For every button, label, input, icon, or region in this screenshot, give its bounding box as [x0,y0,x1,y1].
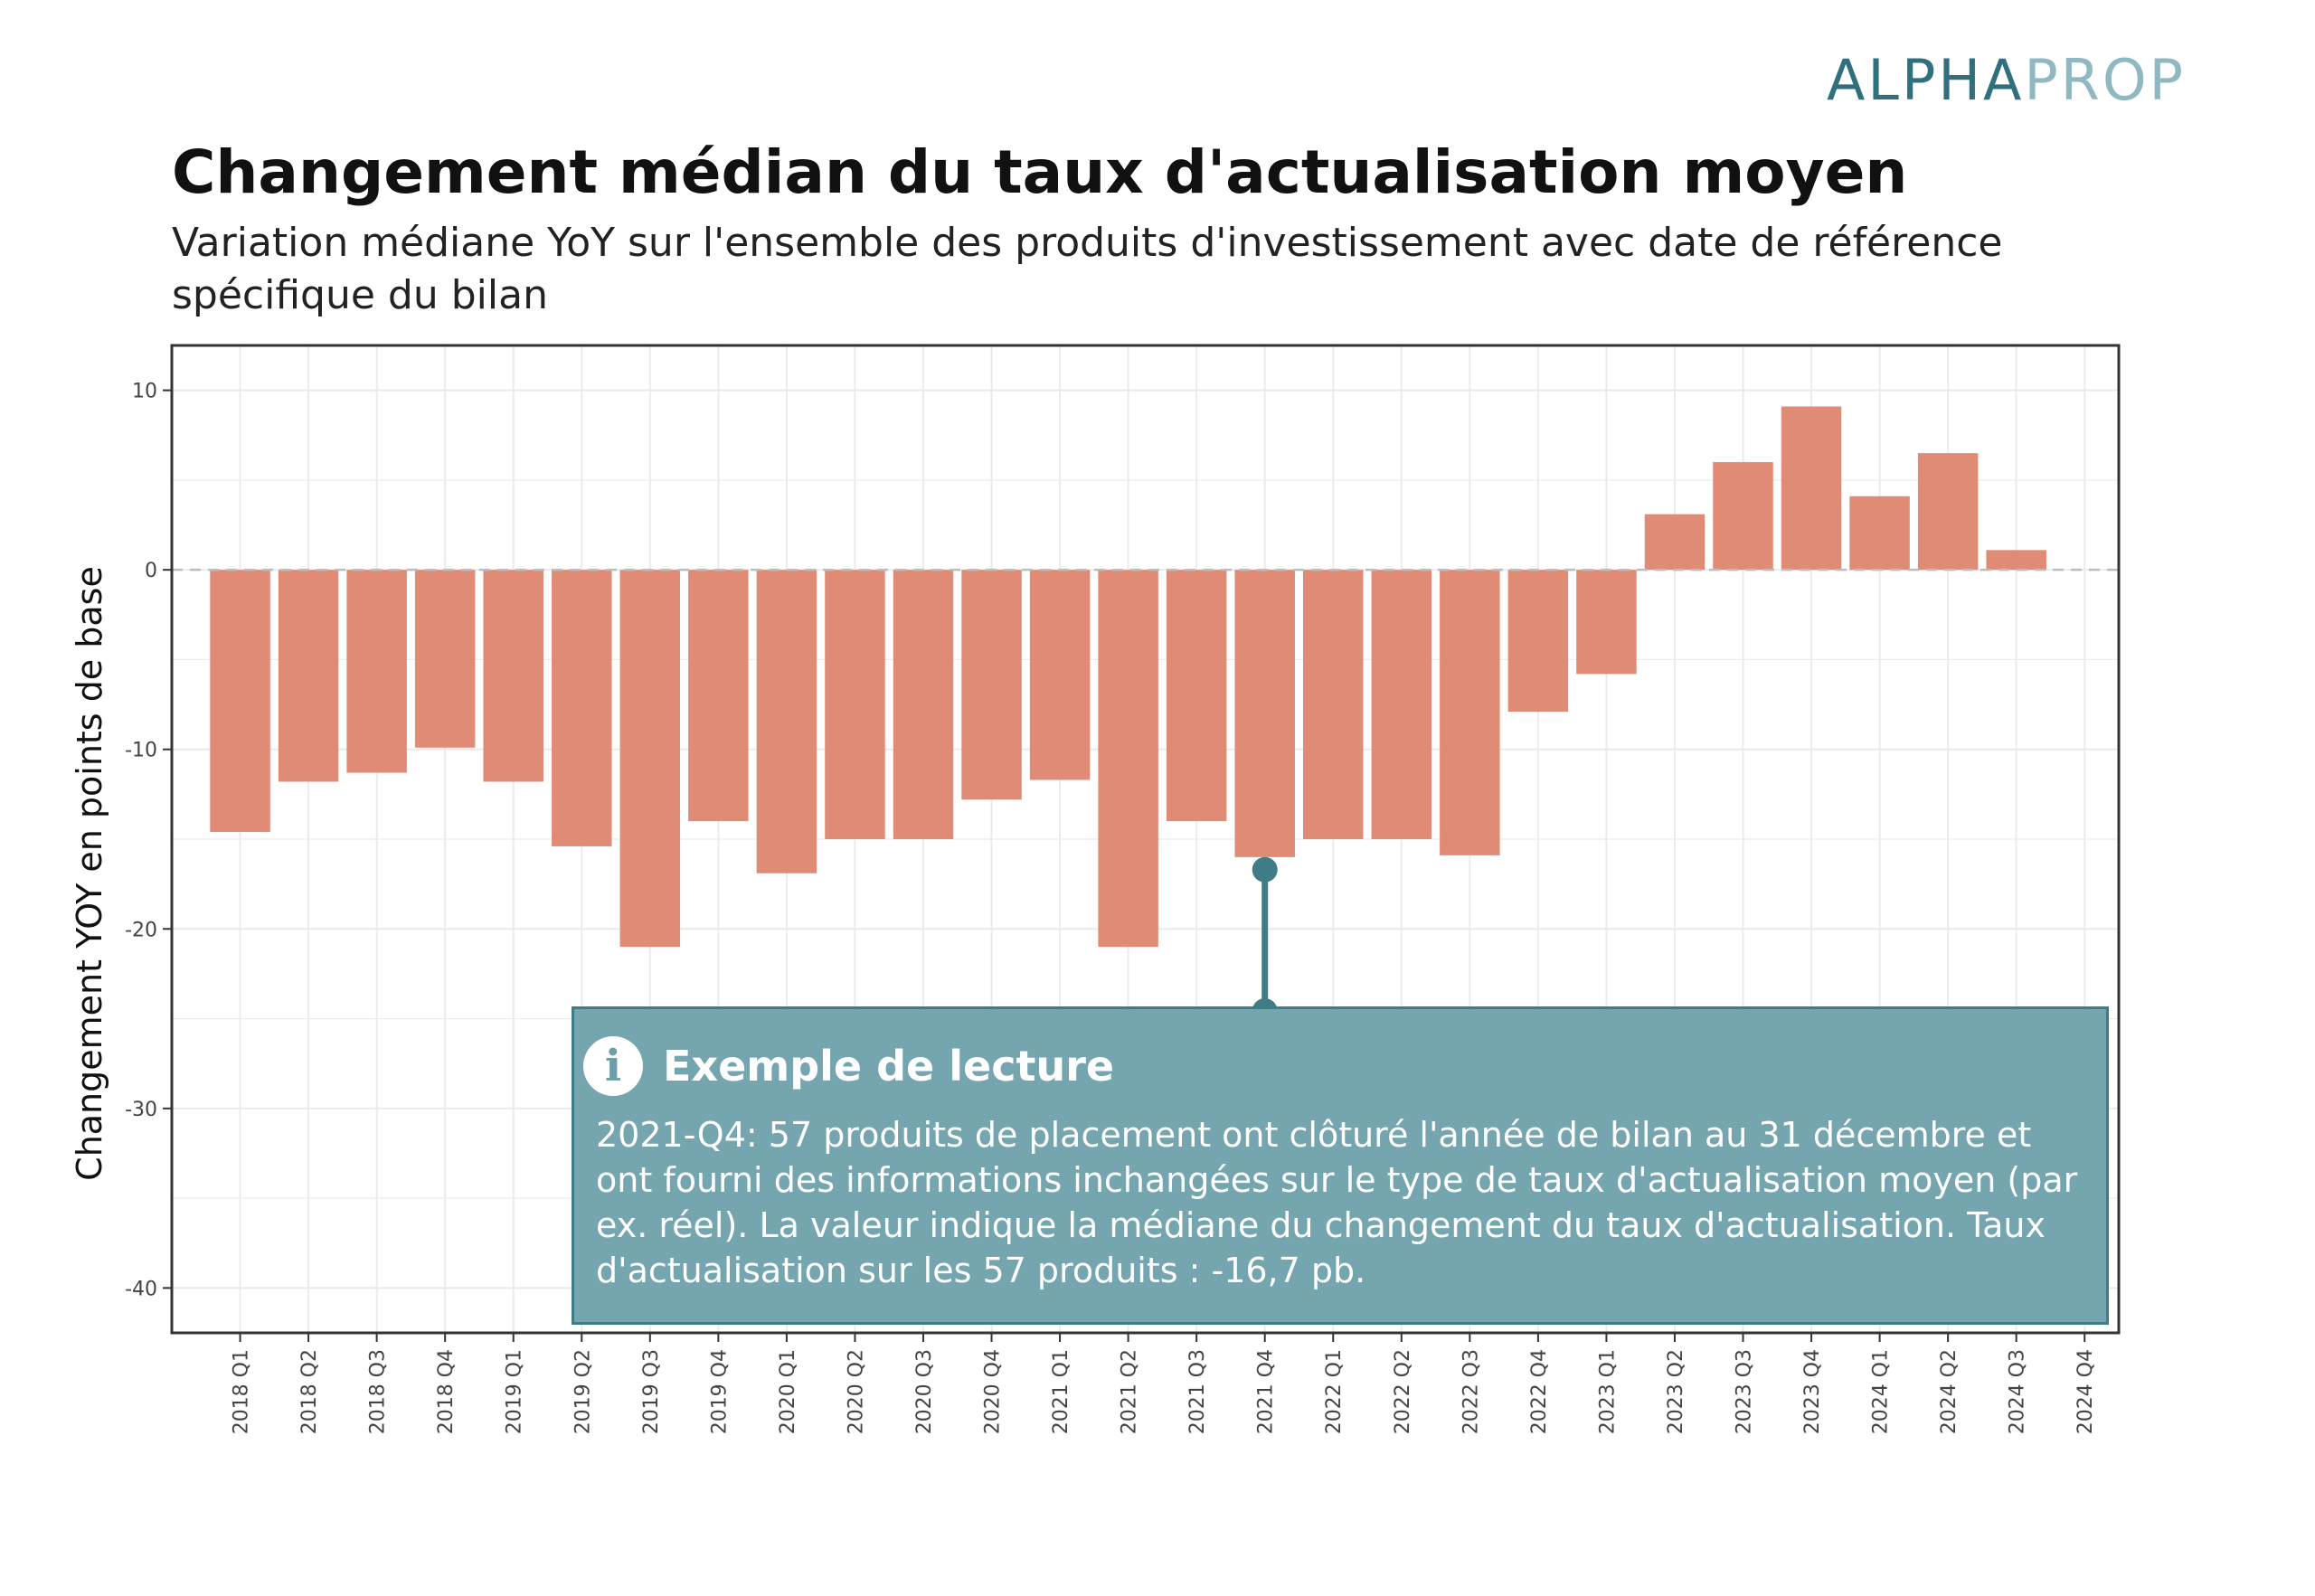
marker-dot-value [1252,856,1278,883]
x-axis: 2018 Q1 2018 Q2 2018 Q3 2018 Q4 2019 Q1 2019 … [231,1333,2097,1434]
x-tick-label: 2023 Q1 [1596,1349,1619,1434]
bar-2018-q1 [210,570,270,833]
bar-2019-q4 [688,570,749,822]
bar-2018-q2 [278,570,339,782]
y-tick-label: 10 [132,381,157,403]
y-tick-label: -10 [125,740,157,762]
bar-2023-q1 [1576,570,1637,675]
x-tick-label: 2022 Q1 [1323,1349,1346,1434]
bar-2023-q2 [1644,514,1706,571]
x-tick-label: 2022 Q2 [1392,1349,1414,1434]
bar-2024-q2 [1917,453,1979,571]
bar-2019-q1 [483,570,543,782]
x-tick-label: 2021 Q1 [1050,1349,1072,1434]
x-tick-label: 2021 Q4 [1255,1349,1278,1434]
chart-title: Changement médian du taux d'actualisatio… [172,137,1908,207]
bar-2020-q3 [893,570,954,839]
bar-2023-q4 [1781,406,1842,571]
x-tick-label: 2018 Q2 [298,1349,321,1434]
x-tick-label: 2021 Q3 [1186,1349,1209,1434]
bar-2021-q1 [1029,570,1091,780]
y-axis: 10 0 -10 -20 -30 -40 [125,381,172,1300]
callout-title: Exemple de lecture [663,1042,1115,1091]
x-tick-label: 2024 Q1 [1870,1349,1893,1434]
x-tick-label: 2024 Q2 [1938,1349,1961,1434]
bar-2021-q2 [1098,570,1158,948]
bar-2022-q2 [1371,570,1432,839]
x-tick-label: 2022 Q3 [1460,1349,1482,1434]
x-tick-label: 2019 Q4 [708,1349,731,1434]
plot-panel [170,344,2121,1335]
y-tick-label: 0 [145,560,157,582]
chart-subtitle: Variation médiane YoY sur l'ensemble des… [172,220,2003,318]
bar-2024-q1 [1849,496,1910,571]
x-tick-label: 2023 Q4 [1801,1349,1824,1434]
x-tick-label: 2018 Q1 [231,1349,253,1434]
x-tick-label: 2024 Q3 [2007,1349,2029,1434]
reading-example-callout: i Exemple de lecture 2021-Q4: 57 produit… [572,1006,2109,1325]
bar-2024-q3 [1986,550,2046,571]
x-tick-label: 2018 Q4 [435,1349,458,1434]
x-tick-label: 2020 Q3 [913,1349,936,1434]
bar-2019-q2 [552,570,612,846]
x-tick-label: 2020 Q4 [982,1349,1005,1434]
bar-2021-q4 [1234,570,1295,857]
bar-2020-q4 [961,570,1022,800]
bar-2021-q3 [1166,570,1227,822]
x-tick-label: 2019 Q1 [504,1349,526,1434]
bar-2023-q3 [1713,462,1773,571]
logo-part-1: ALPHA [1827,47,2025,113]
info-icon: i [583,1036,643,1096]
bar-2020-q2 [825,570,885,839]
logo-part-2: PROP [2024,47,2187,113]
callout-text: 2021-Q4: 57 produits de placement ont cl… [596,1115,2078,1290]
x-tick-label: 2020 Q1 [777,1349,799,1434]
x-tick-label: 2020 Q2 [845,1349,867,1434]
x-tick-label: 2021 Q2 [1119,1349,1141,1434]
bar-2022-q1 [1303,570,1364,839]
y-tick-label: -20 [125,919,157,941]
x-tick-label: 2024 Q4 [2074,1349,2097,1434]
bar-2022-q4 [1507,570,1569,713]
y-axis-label: Changement YOY en points de base [70,566,109,1181]
bar-2019-q3 [619,570,681,948]
x-tick-label: 2022 Q4 [1528,1349,1551,1434]
alphaprop-logo: ALPHAPROP [1827,47,2186,113]
bar-2022-q3 [1440,570,1500,855]
callout-header: i Exemple de lecture [583,1036,1114,1096]
bar-2018-q4 [414,570,476,748]
bars [210,406,2046,948]
bar-2018-q3 [346,570,407,773]
x-tick-label: 2019 Q3 [640,1349,663,1434]
x-tick-label: 2019 Q2 [572,1349,594,1434]
y-tick-label: -30 [125,1099,157,1121]
bar-2020-q1 [756,570,817,874]
x-tick-label: 2018 Q3 [367,1349,390,1434]
y-tick-label: -40 [125,1278,157,1300]
x-tick-label: 2023 Q3 [1734,1349,1756,1434]
x-tick-label: 2023 Q2 [1665,1349,1687,1434]
